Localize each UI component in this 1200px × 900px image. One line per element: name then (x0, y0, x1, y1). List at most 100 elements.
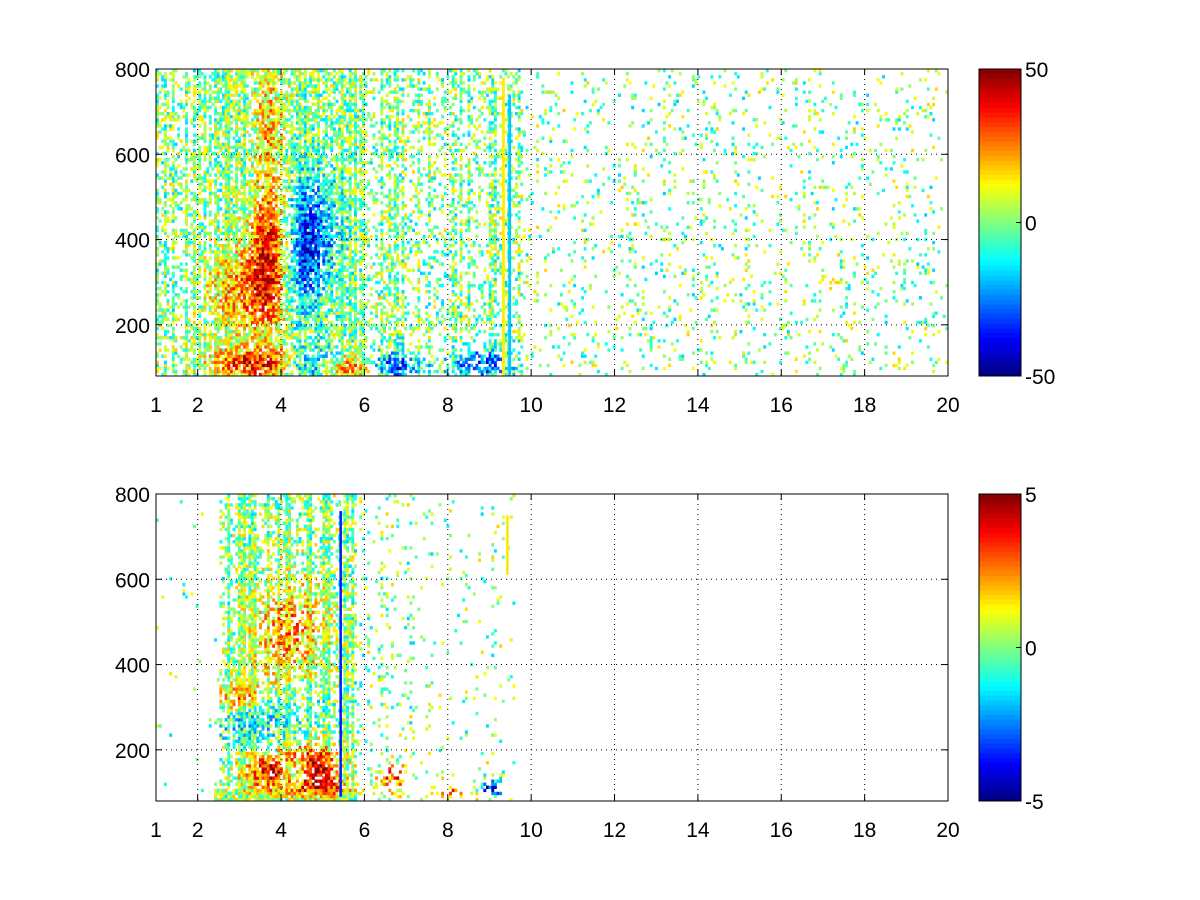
heatmap-cell (340, 253, 344, 257)
heatmap-cell (200, 201, 204, 205)
heatmap-cell (229, 93, 233, 97)
heatmap-cell (208, 342, 212, 346)
heatmap-cell (248, 277, 252, 282)
heatmap-cell (330, 271, 334, 275)
heatmap-cell (161, 151, 165, 156)
heatmap-cell (182, 305, 186, 309)
heatmap-cell (301, 262, 305, 266)
heatmap-cell (163, 90, 167, 94)
heatmap-cell (277, 96, 281, 100)
heatmap-cell (156, 271, 159, 275)
heatmap-cell (243, 167, 247, 171)
heatmap-cell (229, 290, 233, 294)
heatmap-cell (256, 111, 260, 116)
heatmap-cell (264, 253, 268, 257)
heatmap-cell (195, 234, 199, 239)
heatmap-cell (224, 243, 228, 248)
heatmap-cell (332, 127, 336, 131)
heatmap-cell (280, 139, 284, 143)
heatmap-cell (243, 329, 247, 334)
heatmap-cell (200, 333, 204, 337)
heatmap-cell (288, 336, 291, 340)
heatmap-cell (290, 231, 294, 236)
heatmap-cell (224, 158, 228, 162)
heatmap-cell (179, 277, 183, 282)
heatmap-cell (258, 219, 262, 223)
heatmap-cell (311, 369, 315, 374)
heatmap-cell (277, 302, 281, 306)
heatmap-cell (282, 124, 286, 128)
heatmap-cell (314, 265, 318, 269)
heatmap-cell (258, 188, 262, 193)
heatmap-cell (317, 329, 320, 334)
heatmap-cell (243, 111, 247, 116)
heatmap-cell (235, 247, 239, 251)
heatmap-cell (166, 317, 170, 322)
heatmap-cell (343, 118, 347, 122)
heatmap-cell (195, 108, 199, 113)
heatmap-cell (156, 194, 159, 199)
heatmap-cell (332, 363, 336, 368)
heatmap-cell (214, 197, 218, 202)
heatmap-cell (272, 124, 276, 128)
heatmap-cell (190, 105, 194, 110)
heatmap-cell (232, 210, 236, 214)
heatmap-cell (319, 345, 323, 349)
heatmap-cell (224, 93, 228, 97)
heatmap-cell (338, 127, 342, 131)
heatmap-cell (351, 81, 355, 85)
heatmap-cell (203, 154, 207, 159)
heatmap-cell (171, 87, 175, 91)
heatmap-cell (256, 188, 260, 193)
heatmap-cell (227, 237, 231, 242)
heatmap-cell (285, 78, 289, 82)
heatmap-cell (319, 326, 323, 331)
heatmap-cell (317, 185, 320, 190)
heatmap-cell (253, 351, 257, 355)
heatmap-cell (179, 139, 183, 143)
heatmap-cell (251, 351, 254, 355)
heatmap-cell (251, 118, 254, 122)
heatmap-cell (245, 69, 249, 73)
heatmap-cell (311, 280, 315, 285)
heatmap-cell (253, 69, 257, 73)
heatmap-cell (288, 158, 291, 162)
heatmap-cell (264, 213, 268, 217)
heatmap-cell (248, 151, 252, 156)
heatmap-cell (251, 161, 254, 165)
heatmap-cell (269, 136, 273, 140)
heatmap-cell (306, 111, 310, 116)
heatmap-cell (258, 253, 262, 257)
heatmap-cell (324, 194, 328, 199)
heatmap-cell (214, 72, 218, 76)
heatmap-cell (200, 133, 204, 137)
heatmap-cell (290, 96, 294, 100)
heatmap-cell (269, 290, 273, 294)
heatmap-cell (322, 142, 326, 147)
heatmap-cell (203, 247, 207, 251)
heatmap-cell (171, 75, 175, 79)
heatmap-cell (261, 296, 265, 300)
heatmap-cell (322, 336, 326, 340)
heatmap-cell (290, 139, 294, 143)
heatmap-cell (272, 280, 276, 285)
heatmap-cell (171, 290, 175, 294)
heatmap-cell (327, 268, 331, 272)
heatmap-cell (264, 234, 268, 239)
heatmap-cell (277, 333, 281, 337)
heatmap-cell (317, 148, 320, 153)
heatmap-cell (269, 329, 273, 334)
heatmap-cell (227, 290, 231, 294)
heatmap-cell (219, 354, 223, 358)
heatmap-cell (237, 145, 241, 150)
heatmap-cell (314, 69, 318, 73)
heatmap-cell (324, 213, 328, 217)
heatmap-cell (198, 326, 202, 331)
heatmap-cell (256, 336, 260, 340)
heatmap-cell (332, 302, 336, 306)
heatmap-cell (171, 69, 175, 73)
heatmap-cell (343, 148, 347, 153)
heatmap-cell (222, 84, 225, 88)
heatmap-cell (322, 108, 326, 113)
heatmap-cell (208, 133, 212, 137)
